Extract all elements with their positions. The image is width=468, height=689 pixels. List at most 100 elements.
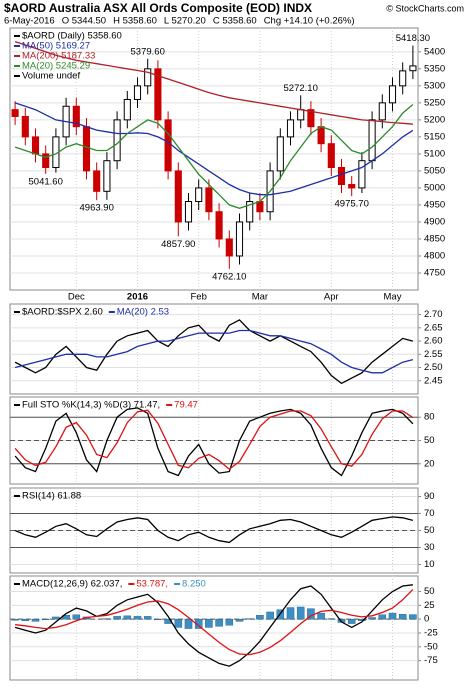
legend-entry: Volume undef xyxy=(22,71,80,82)
y-tick-label: 4950 xyxy=(424,199,445,210)
candle-body xyxy=(174,170,182,223)
x-tick-label: Apr xyxy=(324,292,339,303)
x-tick-label: Mar xyxy=(252,292,268,303)
histogram-bar xyxy=(184,618,193,629)
candle-body xyxy=(123,98,131,121)
histogram-bar xyxy=(245,618,254,620)
candle-body xyxy=(276,136,284,172)
series-line xyxy=(14,102,414,196)
candle-body xyxy=(235,221,244,257)
histogram-bar xyxy=(123,615,132,620)
source: © StockCharts.com xyxy=(386,3,464,13)
quote-field: H 5358.60 xyxy=(113,16,157,27)
quote-field: 6-May-2016 xyxy=(4,16,55,27)
candle-body xyxy=(11,109,19,117)
candle-body xyxy=(286,119,295,138)
histogram-bar xyxy=(52,616,60,620)
x-tick-label: Dec xyxy=(68,292,85,303)
candle-body xyxy=(297,109,305,121)
candle-body xyxy=(93,170,101,192)
annotation: 5379.60 xyxy=(131,46,165,57)
y-tick-label: 2.70 xyxy=(424,309,443,320)
y-tick-label: 5200 xyxy=(424,114,445,125)
histogram-bar xyxy=(154,618,162,620)
candle-body xyxy=(164,119,172,172)
candle-body xyxy=(327,143,335,169)
y-tick-label: 10 xyxy=(424,559,435,570)
annotation: 5418.30 xyxy=(396,33,430,44)
candle-body xyxy=(225,238,233,257)
candle-body xyxy=(246,201,254,223)
y-tick-label: -75 xyxy=(424,655,438,666)
histogram-bar xyxy=(41,618,50,620)
legend-entry: $AORD (Daily) 5358.60 xyxy=(22,31,122,42)
series-line xyxy=(14,319,414,385)
series-line xyxy=(14,584,413,667)
candle-body xyxy=(144,68,152,87)
y-tick-label: 5050 xyxy=(424,165,445,176)
candle-body xyxy=(409,65,417,72)
histogram-bar xyxy=(103,618,111,620)
histogram-bar xyxy=(256,615,264,620)
candle-body xyxy=(82,126,91,172)
histogram-bar xyxy=(266,611,274,620)
y-tick-label: 2.45 xyxy=(424,375,443,386)
candle-body xyxy=(256,201,264,213)
panel-frame xyxy=(9,27,419,291)
candle-body xyxy=(31,136,40,155)
candle-body xyxy=(154,68,162,121)
annotation: 5041.60 xyxy=(29,176,63,187)
candle-body xyxy=(184,201,193,223)
candle-body xyxy=(368,119,376,162)
candle-body xyxy=(348,184,356,189)
candle-body xyxy=(113,119,121,162)
quote-field: L 5270.20 xyxy=(164,16,206,27)
histogram-bar xyxy=(398,613,407,620)
y-tick-label: 0 xyxy=(424,614,429,625)
y-tick-label: 4750 xyxy=(424,268,445,279)
annotation: 5272.10 xyxy=(284,83,318,94)
legend-entry: $AORD:$SPX 2.60 xyxy=(22,307,103,318)
x-tick-label: 2016 xyxy=(127,292,148,303)
y-tick-label: 5400 xyxy=(424,46,445,57)
y-tick-label: 4900 xyxy=(424,216,445,227)
y-tick-label: 80 xyxy=(424,412,435,423)
y-tick-label: 5250 xyxy=(424,97,445,108)
series-line xyxy=(15,588,414,656)
candle-body xyxy=(21,115,29,138)
histogram-bar xyxy=(225,618,234,626)
y-tick-label: 2.55 xyxy=(424,349,443,360)
legend-entry: 79.47 xyxy=(174,400,198,411)
histogram-bar xyxy=(235,618,244,622)
histogram-bar xyxy=(174,618,183,628)
quote-field: Chg +14.10 (+0.26%) xyxy=(264,16,355,27)
legend-entry: MA(200) 5187.33 xyxy=(22,51,95,62)
panel-frame xyxy=(9,575,419,681)
y-tick-label: 5000 xyxy=(424,182,445,193)
candle-body xyxy=(317,126,325,145)
y-tick-label: 4850 xyxy=(424,233,445,244)
histogram-bar xyxy=(347,618,356,624)
quote-field: O 5344.50 xyxy=(62,16,106,27)
x-tick-label: Feb xyxy=(191,292,207,303)
series-line xyxy=(14,40,413,125)
y-tick-label: 5300 xyxy=(424,80,445,91)
annotation: 4975.70 xyxy=(335,199,369,210)
candle-body xyxy=(378,102,386,121)
candle-body xyxy=(195,187,203,203)
y-tick-label: 50 xyxy=(424,525,435,536)
legend-entry: MA(20) 5245.29 xyxy=(22,61,90,72)
histogram-bar xyxy=(286,607,295,620)
legend-entry: 8.250 xyxy=(182,579,206,590)
series-line xyxy=(14,407,414,477)
histogram-bar xyxy=(378,614,387,620)
y-tick-label: 5350 xyxy=(424,63,445,74)
y-tick-label: 20 xyxy=(424,458,435,469)
histogram-bar xyxy=(143,616,152,620)
candle-body xyxy=(42,153,50,169)
candle-body xyxy=(72,105,80,128)
histogram-bar xyxy=(368,617,376,620)
series-line xyxy=(14,516,414,544)
histogram-bar xyxy=(72,614,81,620)
